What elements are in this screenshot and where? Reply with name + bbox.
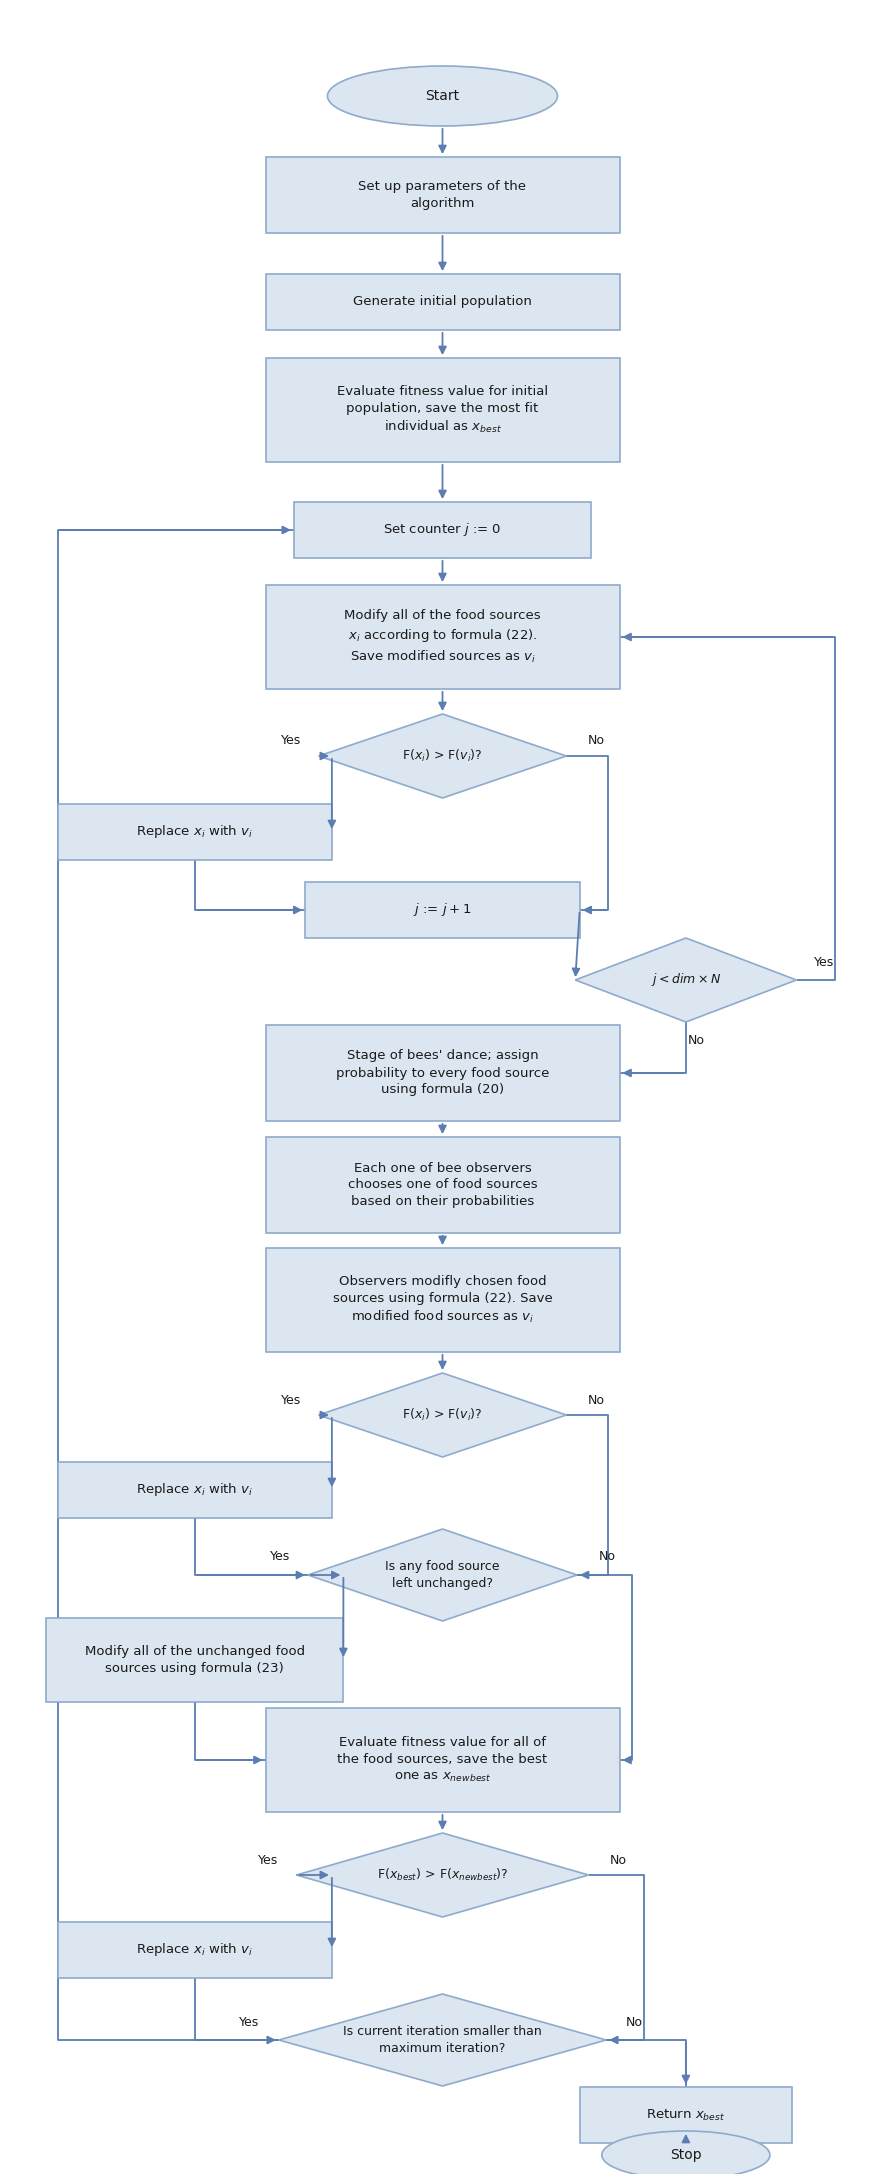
FancyBboxPatch shape xyxy=(580,2087,792,2144)
Text: Stage of bees' dance; assign
probability to every food source
using formula (20): Stage of bees' dance; assign probability… xyxy=(335,1050,550,1096)
Text: Modify all of the food sources
$x_i$ according to formula (22).
Save modified so: Modify all of the food sources $x_i$ acc… xyxy=(344,609,541,665)
FancyBboxPatch shape xyxy=(266,1248,620,1352)
Text: Replace $x_i$ with $v_i$: Replace $x_i$ with $v_i$ xyxy=(136,824,253,841)
Ellipse shape xyxy=(327,65,558,126)
Text: Modify all of the unchanged food
sources using formula (23): Modify all of the unchanged food sources… xyxy=(85,1646,304,1674)
Text: Each one of bee observers
chooses one of food sources
based on their probabiliti: Each one of bee observers chooses one of… xyxy=(348,1161,537,1209)
Text: Yes: Yes xyxy=(258,1854,279,1867)
Polygon shape xyxy=(319,1374,566,1457)
Polygon shape xyxy=(575,937,796,1022)
Text: $j < dim \times N$: $j < dim \times N$ xyxy=(650,972,721,989)
Text: No: No xyxy=(598,1550,616,1563)
Text: Yes: Yes xyxy=(814,957,835,967)
Text: Generate initial population: Generate initial population xyxy=(353,296,532,309)
Text: No: No xyxy=(688,1033,704,1046)
Text: Stop: Stop xyxy=(670,2148,702,2161)
Text: Set up parameters of the
algorithm: Set up parameters of the algorithm xyxy=(358,180,527,211)
Text: Return $x_{best}$: Return $x_{best}$ xyxy=(646,2107,726,2122)
Text: No: No xyxy=(626,2015,643,2028)
Polygon shape xyxy=(308,1528,577,1622)
FancyBboxPatch shape xyxy=(266,157,620,233)
Text: Yes: Yes xyxy=(281,1394,301,1407)
FancyBboxPatch shape xyxy=(46,1617,343,1702)
Polygon shape xyxy=(296,1833,589,1917)
FancyBboxPatch shape xyxy=(294,502,591,559)
Ellipse shape xyxy=(602,2131,770,2174)
Text: Yes: Yes xyxy=(281,735,301,748)
Text: Set counter $j$ := 0: Set counter $j$ := 0 xyxy=(383,522,502,539)
Text: Yes: Yes xyxy=(239,2015,259,2028)
Text: Start: Start xyxy=(426,89,459,102)
FancyBboxPatch shape xyxy=(58,804,332,861)
Text: Evaluate fitness value for initial
population, save the most fit
individual as $: Evaluate fitness value for initial popul… xyxy=(337,385,548,435)
Text: F($x_{best}$) > F($x_{new best}$)?: F($x_{best}$) > F($x_{new best}$)? xyxy=(377,1867,508,1883)
Text: Yes: Yes xyxy=(270,1550,290,1563)
Text: Observers modifly chosen food
sources using formula (22). Save
modified food sou: Observers modifly chosen food sources us… xyxy=(333,1274,552,1326)
Text: Replace $x_i$ with $v_i$: Replace $x_i$ with $v_i$ xyxy=(136,1941,253,1959)
FancyBboxPatch shape xyxy=(266,1024,620,1122)
FancyBboxPatch shape xyxy=(266,1137,620,1233)
Text: F($x_i$) > F($v_i$)?: F($x_i$) > F($v_i$)? xyxy=(403,748,482,763)
Text: Is any food source
left unchanged?: Is any food source left unchanged? xyxy=(385,1561,500,1589)
Text: No: No xyxy=(610,1854,627,1867)
Polygon shape xyxy=(319,713,566,798)
Text: No: No xyxy=(588,735,605,748)
Text: F($x_i$) > F($v_i$)?: F($x_i$) > F($v_i$)? xyxy=(403,1407,482,1424)
Text: $j$ := $j+1$: $j$ := $j+1$ xyxy=(413,902,472,917)
Text: No: No xyxy=(588,1394,605,1407)
FancyBboxPatch shape xyxy=(58,1461,332,1517)
FancyBboxPatch shape xyxy=(305,883,580,937)
Text: Is current iteration smaller than
maximum iteration?: Is current iteration smaller than maximu… xyxy=(343,2024,542,2054)
Polygon shape xyxy=(279,1994,606,2087)
FancyBboxPatch shape xyxy=(58,1922,332,1978)
Text: Replace $x_i$ with $v_i$: Replace $x_i$ with $v_i$ xyxy=(136,1480,253,1498)
FancyBboxPatch shape xyxy=(266,1709,620,1811)
FancyBboxPatch shape xyxy=(266,274,620,330)
FancyBboxPatch shape xyxy=(266,585,620,689)
Text: Evaluate fitness value for all of
the food sources, save the best
one as $x_{new: Evaluate fitness value for all of the fo… xyxy=(337,1737,548,1785)
FancyBboxPatch shape xyxy=(266,359,620,463)
